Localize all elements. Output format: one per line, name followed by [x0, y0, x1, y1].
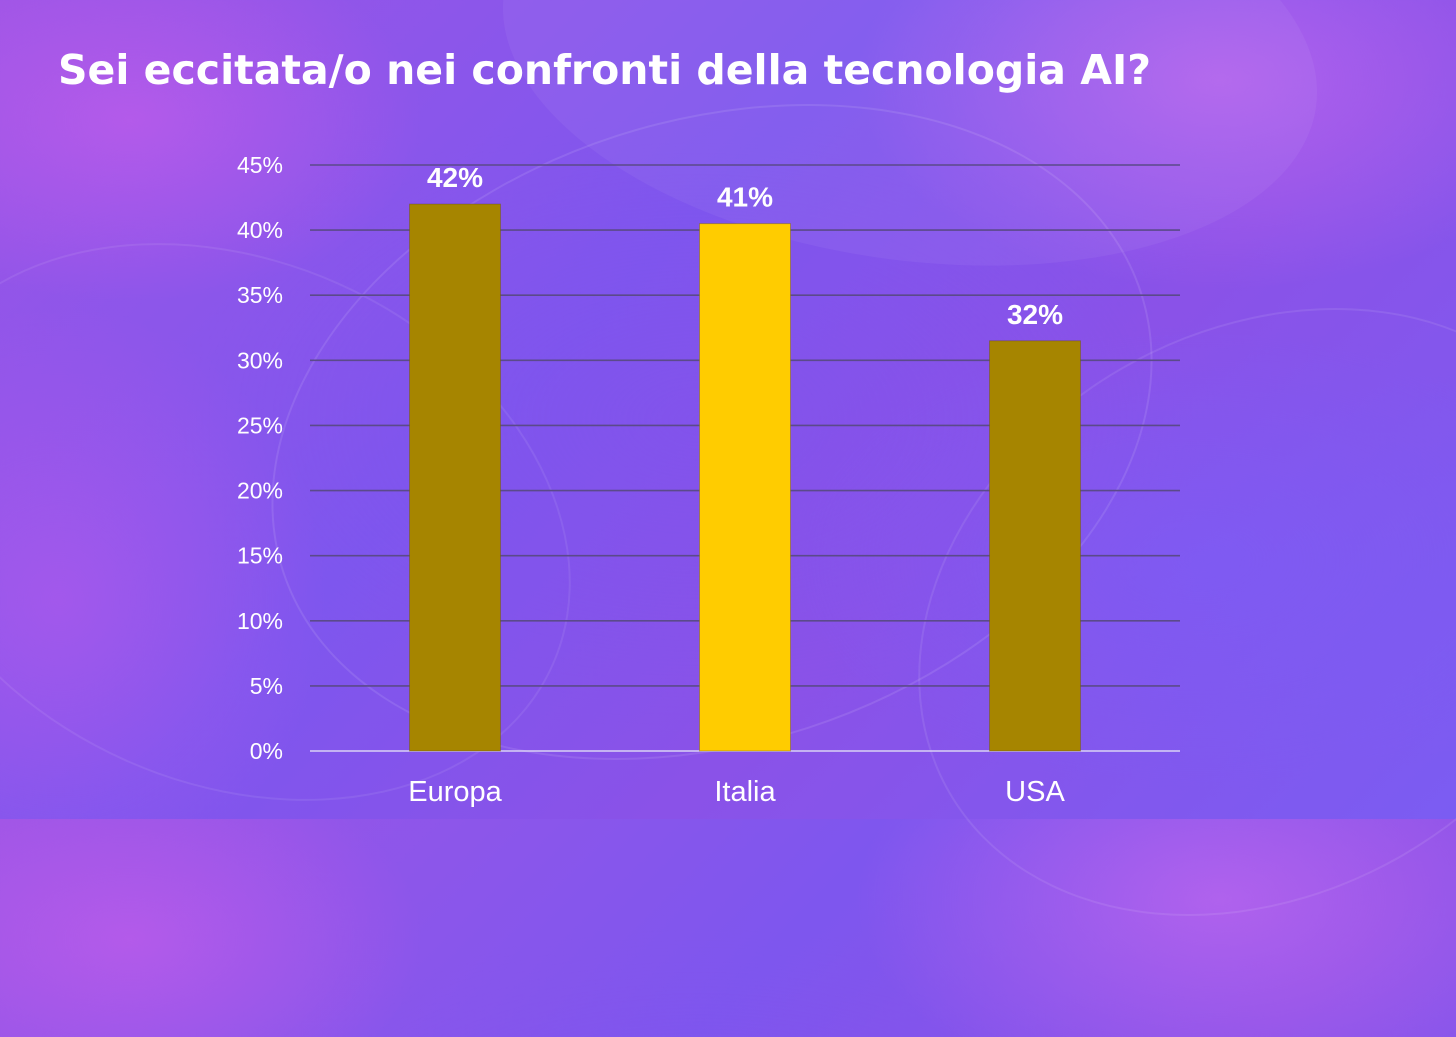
y-axis-ticks: 0% 5% 10% 15% 20% 25% 30% 35% 40% 45%	[237, 152, 283, 764]
bar-europa	[409, 203, 501, 752]
y-tick-label: 35%	[237, 282, 283, 308]
y-tick-label: 25%	[237, 412, 283, 438]
bar-italia	[699, 223, 791, 752]
y-tick-label: 5%	[250, 673, 283, 699]
bar-usa	[989, 340, 1081, 752]
chart-title: Sei eccitata/o nei confronti della tecno…	[58, 46, 1152, 94]
data-labels: 42% 41% 32%	[427, 162, 1063, 330]
bars	[409, 203, 1081, 752]
y-tick-label: 45%	[237, 152, 283, 178]
y-tick-label: 40%	[237, 217, 283, 243]
data-label: 32%	[1007, 299, 1063, 330]
x-tick-label: USA	[1005, 776, 1065, 808]
data-label: 41%	[717, 182, 773, 213]
x-axis-ticks: Europa Italia USA	[408, 776, 1065, 808]
x-tick-label: Italia	[714, 776, 776, 808]
y-tick-label: 10%	[237, 608, 283, 634]
y-tick-label: 0%	[250, 738, 283, 764]
x-tick-label: Europa	[408, 776, 502, 808]
y-tick-label: 15%	[237, 543, 283, 569]
data-label: 42%	[427, 162, 483, 193]
y-tick-label: 30%	[237, 347, 283, 373]
bar-chart: 0% 5% 10% 15% 20% 25% 30% 35% 40% 45% 42% 41% 32% E…	[237, 152, 1180, 808]
y-tick-label: 20%	[237, 478, 283, 504]
